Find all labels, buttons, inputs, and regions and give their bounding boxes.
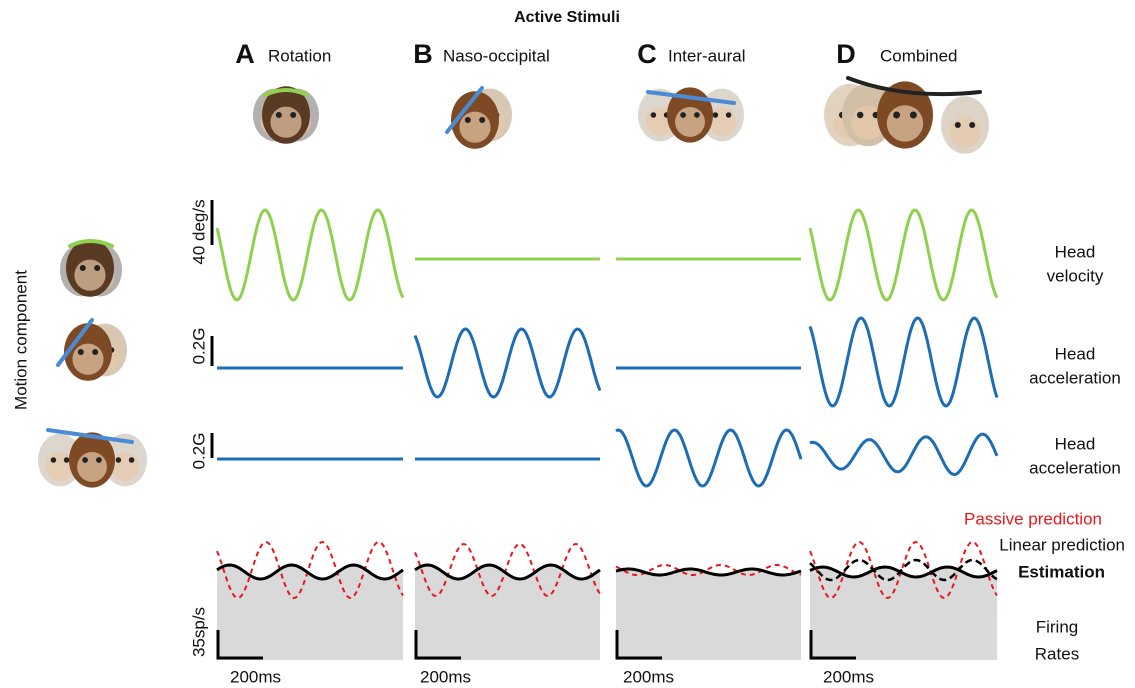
monkey-eye [116,457,122,463]
monkey-face [887,105,923,141]
row-label: acceleration [1029,368,1121,387]
monkey-face [675,107,705,137]
row-label: Rates [1035,644,1079,663]
scale-label: 0.2G [189,328,208,365]
row-label: Head [1055,344,1096,363]
monkey-eye [969,122,975,128]
monkey-eye [96,457,102,463]
monkey-eye [726,112,732,118]
monkey-face [77,452,107,482]
monkey-face [949,117,980,148]
monkey-face [459,112,490,143]
monkey-eye [694,112,700,118]
monkey-face [111,452,140,481]
time-scale-label: 200ms [230,667,281,686]
monkey-eye [680,112,686,118]
monkey-eye [893,112,900,119]
column-letter: B [413,39,433,69]
velocity-trace [217,210,403,300]
row-label: acceleration [1029,458,1121,477]
firing-area [616,569,801,660]
monkey-eye [80,265,86,271]
monkey-eye [290,112,296,118]
time-scale-label: 200ms [823,667,874,686]
row-label: Head [1055,242,1096,261]
scale-label: 40 deg/s [189,199,208,264]
scale-label: 0.2G [189,433,208,470]
row-axis-label: Motion component [11,270,30,410]
firing-area [217,565,403,660]
monkey-eye [857,112,864,119]
monkey-eye [651,112,657,118]
monkey-eye [82,457,88,463]
monkey-eye [713,112,719,118]
monkey-eye [64,457,70,463]
illustration [38,78,997,660]
column-letter: C [637,39,657,69]
monkey-eye [78,349,84,355]
scale-label: 35sp/s [189,607,208,657]
figure-title: Active Stimuli [514,9,620,26]
column-letter: D [836,39,856,69]
time-scale-label: 200ms [420,667,471,686]
column-letter: A [235,39,255,69]
legend-entry: Passive prediction [964,509,1102,528]
monkey-eye [479,117,485,123]
monkey-eye [51,457,57,463]
column-label: Inter-aural [668,46,745,65]
acceleration-trace [415,329,600,397]
row-label: velocity [1047,266,1104,285]
monkey-eye [955,122,961,128]
column-label: Rotation [268,46,331,65]
acceleration-trace [616,430,801,486]
monkey-face [74,260,105,291]
monkey-eye [129,457,135,463]
acceleration-trace [810,318,997,406]
monkey-eye [92,349,98,355]
acceleration-trace [810,434,997,474]
legend-entry: Estimation [1018,562,1105,581]
monkey-eye [465,117,471,123]
monkey-eye [910,112,917,119]
time-scale-label: 200ms [623,667,674,686]
column-label: Naso-occipital [443,46,550,65]
monkey-eye [94,265,100,271]
firing-area [810,567,997,660]
monkey-face [72,344,103,375]
legend-entry: Linear prediction [999,535,1125,554]
row-label: Head [1055,434,1096,453]
column-label: Combined [880,46,958,65]
firing-area [415,565,600,660]
figure: Active Stimuli A Rotation B Naso-occipit… [0,0,1135,688]
monkey-eye [276,112,282,118]
velocity-trace [810,210,997,300]
monkey-face [270,107,301,138]
row-label: Firing [1036,617,1079,636]
